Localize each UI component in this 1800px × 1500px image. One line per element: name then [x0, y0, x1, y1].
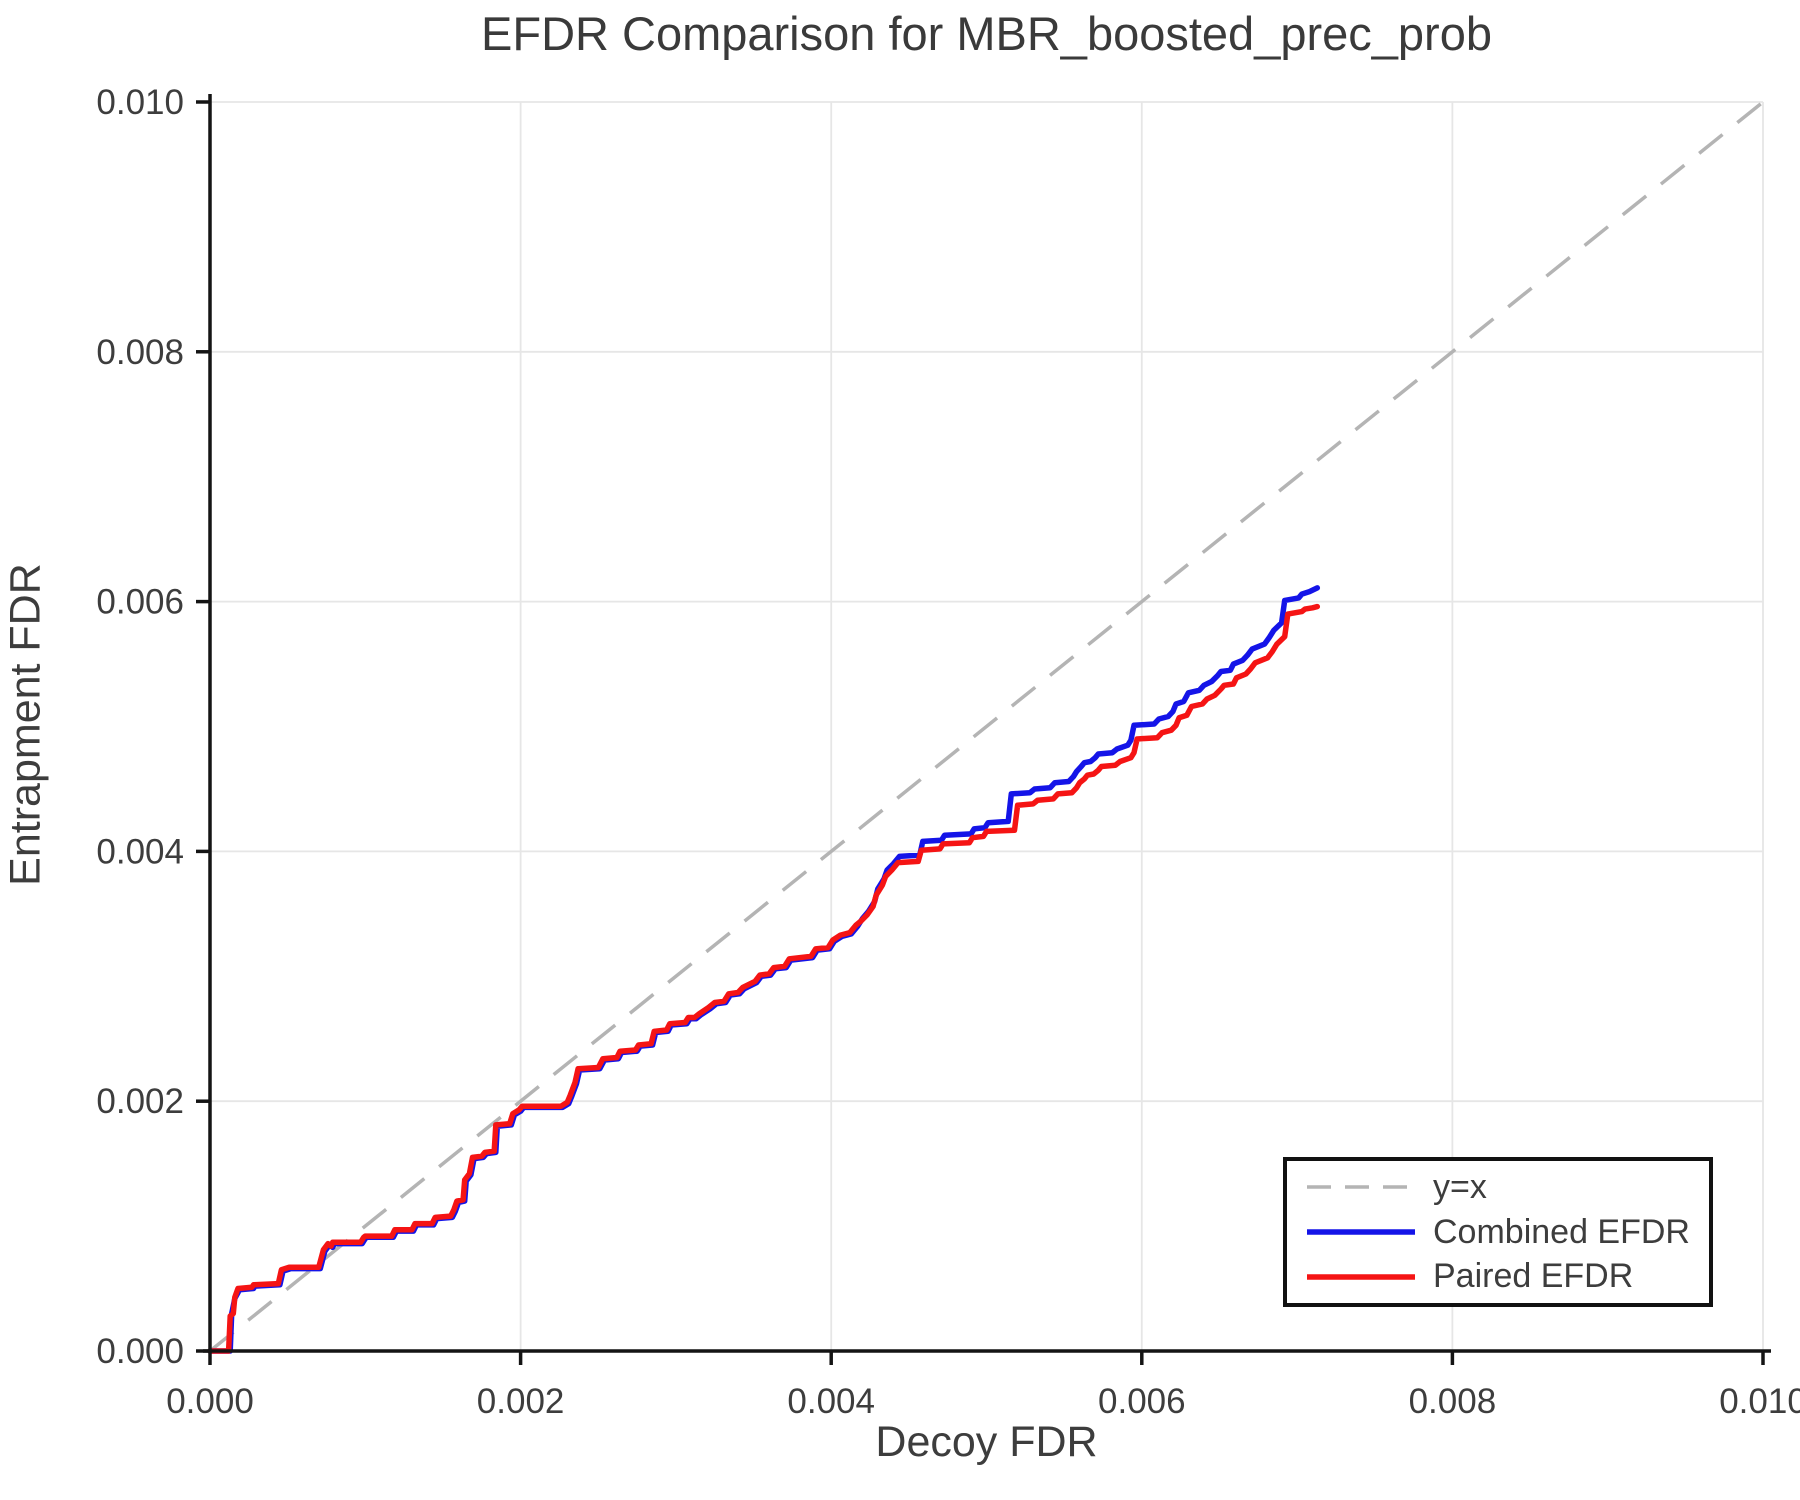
y-tick-label-0.002: 0.002	[96, 1082, 184, 1121]
x-tick-label-0.008: 0.008	[1409, 1382, 1497, 1421]
identity-line-sample-icon	[1307, 1185, 1415, 1190]
y-tick-label-0.006: 0.006	[96, 583, 184, 622]
legend-row-paired: Paired EFDR	[1307, 1256, 1709, 1297]
legend-label-combined: Combined EFDR	[1433, 1212, 1690, 1251]
y-tick-label-0.008: 0.008	[96, 333, 184, 372]
chart-title: EFDR Comparison for MBR_boosted_prec_pro…	[481, 7, 1492, 60]
combined-line-sample-icon	[1307, 1229, 1415, 1235]
y-tick-label-0.004: 0.004	[96, 832, 184, 871]
legend-row-identity: y=x	[1307, 1167, 1709, 1208]
x-tick-label-0.002: 0.002	[477, 1382, 565, 1421]
y-axis-label: Entrapment FDR	[1, 563, 50, 886]
x-tick-label-0.004: 0.004	[787, 1382, 875, 1421]
x-tick-label-0.000: 0.000	[166, 1382, 254, 1421]
x-tick-label-0.006: 0.006	[1098, 1382, 1186, 1421]
series-line-paired-efdr	[207, 603, 1321, 1354]
paired-line-sample-icon	[1307, 1273, 1415, 1280]
x-axis-label: Decoy FDR	[875, 1418, 1098, 1466]
legend-label-identity: y=x	[1433, 1167, 1487, 1206]
identity-line	[208, 100, 1765, 1353]
y-tick-label-0.010: 0.010	[96, 83, 184, 122]
legend: y=x Combined EFDR Paired EFDR	[1283, 1157, 1713, 1307]
legend-row-combined: Combined EFDR	[1307, 1212, 1709, 1253]
legend-label-paired: Paired EFDR	[1433, 1257, 1634, 1296]
x-tick-label-0.010: 0.010	[1719, 1382, 1800, 1421]
y-tick-label-0.000: 0.000	[96, 1332, 184, 1371]
